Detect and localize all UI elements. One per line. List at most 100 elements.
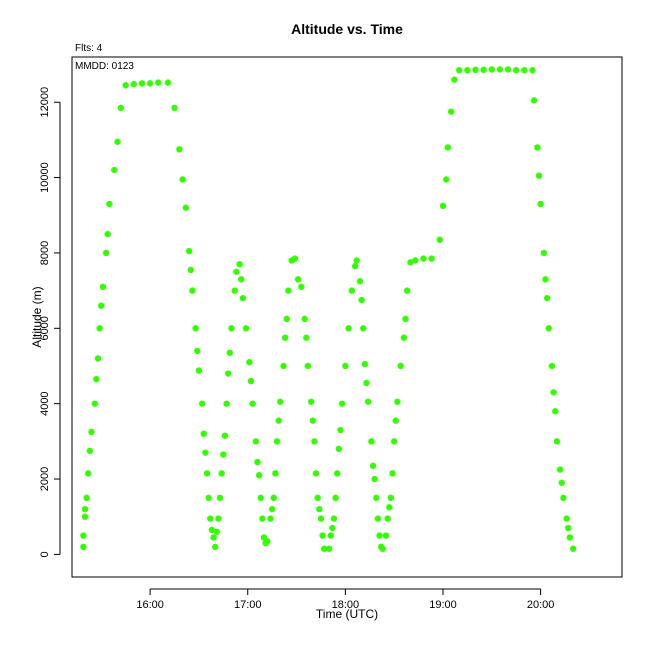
data-point [211, 543, 219, 551]
data-point [363, 379, 370, 387]
data-point [208, 526, 216, 534]
data-point [257, 494, 264, 502]
data-point [91, 400, 98, 407]
data-point [387, 494, 395, 502]
data-point [303, 334, 310, 341]
data-point [281, 334, 289, 341]
x-axis-label: Time (UTC) [316, 607, 378, 621]
data-point [80, 543, 87, 551]
data-point [104, 230, 111, 238]
data-point [280, 362, 287, 370]
data-point [291, 255, 299, 262]
data-point [98, 302, 105, 309]
data-point [220, 451, 227, 458]
data-point [443, 176, 450, 183]
data-point [275, 417, 282, 424]
data-point [96, 325, 103, 332]
data-point [390, 438, 398, 445]
data-point [360, 325, 367, 332]
data-point [504, 66, 512, 73]
data-point [203, 470, 211, 477]
data-point [330, 515, 338, 522]
data-point [407, 259, 414, 266]
data-point [444, 144, 452, 151]
data-point [185, 247, 193, 255]
data-point [379, 545, 386, 552]
data-point [540, 249, 548, 257]
data-point [213, 528, 221, 535]
chart-title: Altitude vs. Time [291, 21, 403, 37]
data-point [94, 355, 102, 362]
data-point [317, 515, 325, 522]
data-point [464, 66, 471, 74]
data-point [558, 479, 565, 486]
data-point [337, 426, 344, 434]
data-point [205, 494, 212, 502]
data-point [88, 428, 95, 436]
data-point [259, 515, 266, 522]
data-point [563, 515, 570, 522]
data-point [189, 287, 196, 294]
data-point [420, 255, 427, 262]
data-point [404, 287, 411, 294]
data-point [249, 400, 256, 407]
data-point [552, 408, 559, 415]
data-point [543, 294, 551, 302]
data-point [283, 315, 290, 323]
data-point [345, 325, 352, 332]
data-point [231, 287, 238, 294]
data-point [530, 97, 538, 104]
data-point [542, 276, 549, 283]
data-point [85, 470, 92, 477]
data-point [86, 447, 94, 454]
data-point [456, 66, 463, 74]
x-tick-label: 16:00 [136, 599, 164, 611]
data-point [373, 494, 380, 502]
x-axis: 16:00 17:00 18:00 19:00 20:00 [136, 588, 555, 611]
data-point [176, 146, 183, 153]
data-point [535, 172, 543, 179]
data-point [521, 66, 528, 74]
data-point [329, 524, 336, 532]
data-point [319, 532, 326, 539]
y-tick-label: 10000 [39, 162, 51, 193]
data-point [273, 438, 281, 445]
data-points [80, 66, 577, 552]
data-point [553, 438, 561, 445]
data-point [400, 334, 408, 341]
data-point [382, 532, 390, 539]
data-point [179, 176, 186, 183]
x-tick-label: 20:00 [527, 599, 555, 611]
data-point [138, 80, 146, 87]
data-point [566, 534, 574, 541]
data-point [428, 255, 435, 262]
data-point [304, 362, 312, 370]
y-tick-label: 6000 [39, 316, 51, 340]
data-point [397, 362, 404, 370]
data-point [228, 325, 235, 332]
data-point [335, 445, 343, 453]
data-point [171, 104, 178, 112]
data-point [221, 432, 229, 439]
data-point [368, 438, 375, 445]
data-point [226, 349, 234, 356]
y-tick-label: 0 [39, 551, 51, 557]
data-point [225, 370, 232, 377]
data-point [246, 359, 253, 366]
y-axis: 0 2000 4000 6000 8000 10000 12000 [39, 87, 61, 557]
data-point [155, 79, 162, 86]
data-point [472, 66, 479, 74]
data-point [218, 470, 225, 477]
data-point [80, 532, 87, 539]
x-tick-label: 19:00 [429, 599, 457, 611]
data-point [534, 144, 541, 151]
data-point [565, 524, 572, 532]
data-point [233, 268, 240, 275]
data-point [195, 367, 203, 374]
data-point [198, 400, 206, 407]
data-point [327, 532, 334, 539]
data-point [560, 494, 567, 502]
data-point [369, 462, 377, 470]
data-point [332, 494, 339, 502]
data-point [353, 257, 360, 264]
